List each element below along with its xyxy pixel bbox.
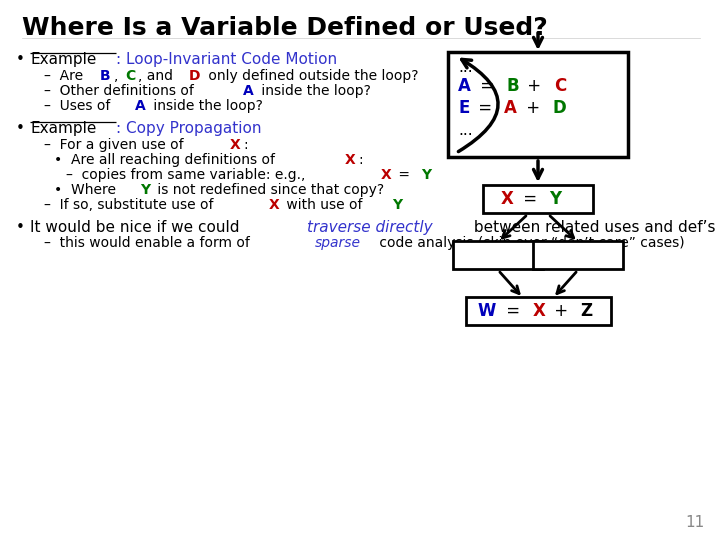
Text: Y: Y: [392, 198, 402, 212]
Text: :: :: [359, 153, 364, 167]
Text: =: =: [474, 77, 499, 95]
Text: =: =: [501, 302, 526, 320]
Text: inside the loop?: inside the loop?: [149, 99, 263, 113]
FancyBboxPatch shape: [533, 241, 623, 269]
Text: X: X: [345, 153, 356, 167]
Text: X: X: [501, 190, 514, 208]
Text: traverse directly: traverse directly: [307, 220, 432, 235]
FancyBboxPatch shape: [453, 241, 543, 269]
Text: ,: ,: [114, 69, 122, 83]
Text: ...: ...: [458, 123, 472, 138]
Text: :: :: [243, 138, 248, 152]
Text: =: =: [518, 190, 542, 208]
Text: •  Where: • Where: [54, 183, 120, 197]
Text: code analysis (skip over “don’t care” cases): code analysis (skip over “don’t care” ca…: [374, 236, 684, 250]
Text: •: •: [16, 220, 25, 235]
Text: –  Uses of: – Uses of: [44, 99, 114, 113]
Text: –  copies from same variable: e.g.,: – copies from same variable: e.g.,: [66, 168, 310, 182]
Text: –  this would enable a form of: – this would enable a form of: [44, 236, 254, 250]
Text: +: +: [521, 99, 545, 117]
Text: =: =: [395, 168, 415, 182]
Text: It would be nice if we could: It would be nice if we could: [30, 220, 244, 235]
Text: sparse: sparse: [315, 236, 361, 250]
Text: =: =: [472, 99, 497, 117]
FancyBboxPatch shape: [448, 52, 628, 157]
Text: D: D: [189, 69, 201, 83]
Text: 11: 11: [685, 515, 705, 530]
Text: +: +: [522, 77, 546, 95]
FancyBboxPatch shape: [466, 297, 611, 325]
Text: Example: Example: [30, 52, 96, 67]
Text: C: C: [125, 69, 135, 83]
Text: ...: ...: [458, 60, 472, 75]
Text: X: X: [230, 138, 240, 152]
Text: –  If so, substitute use of: – If so, substitute use of: [44, 198, 218, 212]
Text: Y: Y: [140, 183, 150, 197]
Text: Where Is a Variable Defined or Used?: Where Is a Variable Defined or Used?: [22, 16, 548, 40]
Text: C: C: [554, 77, 566, 95]
Text: •: •: [16, 121, 25, 136]
Text: +: +: [549, 302, 574, 320]
Text: A: A: [504, 99, 517, 117]
Text: , and: , and: [138, 69, 178, 83]
Text: D: D: [552, 99, 566, 117]
Text: –  Other definitions of: – Other definitions of: [44, 84, 198, 98]
Text: A: A: [243, 84, 253, 98]
Text: Y: Y: [420, 168, 431, 182]
Text: is not redefined since that copy?: is not redefined since that copy?: [153, 183, 384, 197]
Text: B: B: [506, 77, 518, 95]
Text: only defined outside the loop?: only defined outside the loop?: [204, 69, 418, 83]
Text: with use of: with use of: [282, 198, 367, 212]
FancyBboxPatch shape: [483, 185, 593, 213]
Text: E: E: [458, 99, 469, 117]
Text: Y: Y: [549, 190, 561, 208]
Text: : Loop-Invariant Code Motion: : Loop-Invariant Code Motion: [116, 52, 337, 67]
Text: inside the loop?: inside the loop?: [257, 84, 371, 98]
Text: –  Are: – Are: [44, 69, 88, 83]
Text: A: A: [458, 77, 471, 95]
Text: between related uses and def’s: between related uses and def’s: [469, 220, 715, 235]
Text: Z: Z: [581, 302, 593, 320]
Text: W: W: [477, 302, 496, 320]
Text: •  Are all reaching definitions of: • Are all reaching definitions of: [54, 153, 279, 167]
Text: X: X: [533, 302, 546, 320]
Text: –  For a given use of: – For a given use of: [44, 138, 188, 152]
Text: B: B: [100, 69, 111, 83]
Text: Example: Example: [30, 121, 96, 136]
Text: •: •: [16, 52, 25, 67]
Text: X: X: [269, 198, 279, 212]
Text: X: X: [380, 168, 391, 182]
Text: : Copy Propagation: : Copy Propagation: [116, 121, 261, 136]
Text: A: A: [135, 99, 146, 113]
